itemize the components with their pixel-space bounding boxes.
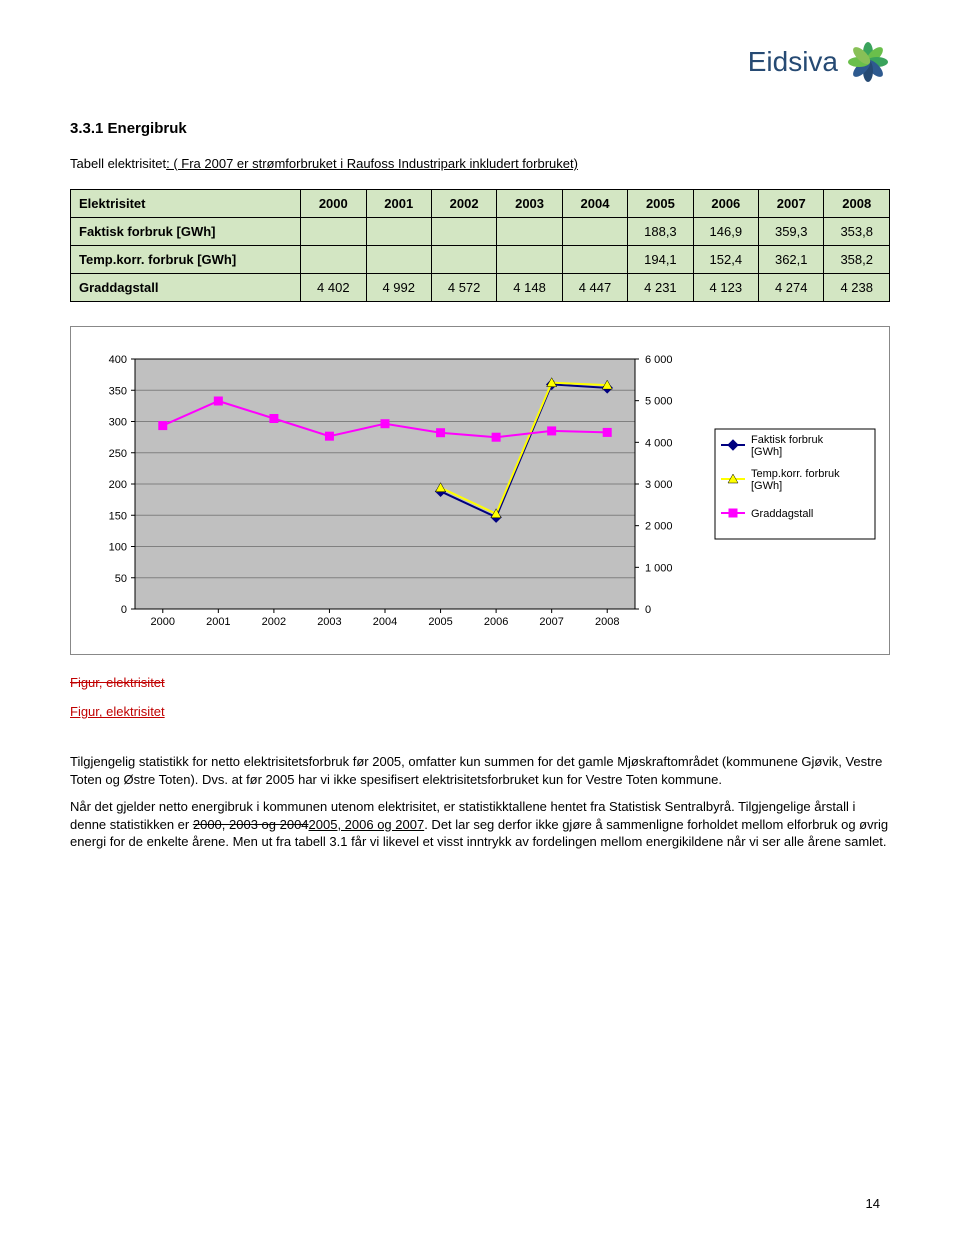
col-header-year: 2006 [693,190,758,218]
table-cell [366,218,431,246]
svg-text:300: 300 [109,417,127,429]
table-cell: 4 402 [301,274,366,302]
paragraph-1: Tilgjengelig statistikk for netto elektr… [70,753,890,788]
brand-flower-icon [846,40,890,84]
svg-text:2005: 2005 [428,616,452,628]
figure-caption-deleted: Figur, elektrisitet [70,675,890,690]
table-cell [431,218,496,246]
brand-text: Eidsiva [748,46,838,78]
col-header-year: 2007 [759,190,824,218]
table-cell: 188,3 [628,218,693,246]
figure-caption-inserted: Figur, elektrisitet [70,704,890,719]
svg-text:100: 100 [109,542,127,554]
table-cell [562,218,627,246]
chart-container: 0 50 100 150 200 250 300 350 400 0 1 000 2 000 3 000… [70,326,890,655]
svg-text:3 000: 3 000 [645,479,673,491]
table-cell: 4 992 [366,274,431,302]
svg-text:50: 50 [115,573,127,585]
svg-text:1 000: 1 000 [645,563,673,575]
table-caption: Tabell elektrisitet: ( Fra 2007 er strøm… [70,155,890,173]
table-cell: 353,8 [824,218,890,246]
table-cell: 4 572 [431,274,496,302]
svg-text:2006: 2006 [484,616,508,628]
svg-text:2 000: 2 000 [645,521,673,533]
table-cell [497,246,562,274]
col-header-year: 2000 [301,190,366,218]
col-header-year: 2003 [497,190,562,218]
table-cell [301,246,366,274]
svg-text:[GWh]: [GWh] [751,480,782,492]
energy-chart: 0 50 100 150 200 250 300 350 400 0 1 000 2 000 3 000… [75,339,895,639]
col-header-year: 2001 [366,190,431,218]
table-cell: 362,1 [759,246,824,274]
electricity-table: Elektrisitet2000200120022003200420052006… [70,189,890,302]
svg-text:2008: 2008 [595,616,619,628]
table-cell: 4 238 [824,274,890,302]
svg-text:350: 350 [109,385,127,397]
svg-text:2003: 2003 [317,616,341,628]
col-header-year: 2005 [628,190,693,218]
svg-text:6 000: 6 000 [645,354,673,366]
section-heading: 3.3.1 Energibruk [70,120,890,137]
table-cell: 4 231 [628,274,693,302]
svg-text:200: 200 [109,479,127,491]
caption-insert: : ( Fra 2007 er strømforbruket i Raufoss… [166,156,578,171]
svg-text:5 000: 5 000 [645,396,673,408]
table-cell [562,246,627,274]
svg-text:2002: 2002 [262,616,286,628]
caption-lead: Tabell elektrisitet [70,156,166,171]
table-cell: 194,1 [628,246,693,274]
svg-text:150: 150 [109,510,127,522]
row-label: Temp.korr. forbruk [GWh] [71,246,301,274]
table-cell: 4 123 [693,274,758,302]
table-cell: 359,3 [759,218,824,246]
table-cell: 4 274 [759,274,824,302]
svg-text:0: 0 [645,604,651,616]
table-cell [431,246,496,274]
svg-text:4 000: 4 000 [645,438,673,450]
col-header-label: Elektrisitet [71,190,301,218]
table-cell: 146,9 [693,218,758,246]
col-header-year: 2002 [431,190,496,218]
table-cell [366,246,431,274]
svg-text:2004: 2004 [373,616,397,628]
svg-text:[GWh]: [GWh] [751,446,782,458]
col-header-year: 2008 [824,190,890,218]
table-cell: 4 148 [497,274,562,302]
table-cell: 4 447 [562,274,627,302]
svg-text:2007: 2007 [539,616,563,628]
svg-text:Graddagstall: Graddagstall [751,508,813,520]
table-cell [301,218,366,246]
svg-text:Faktisk forbruk: Faktisk forbruk [751,434,824,446]
svg-text:Temp.korr. forbruk: Temp.korr. forbruk [751,468,840,480]
table-cell: 152,4 [693,246,758,274]
table-cell: 358,2 [824,246,890,274]
svg-text:250: 250 [109,448,127,460]
table-cell [497,218,562,246]
body-text: Tilgjengelig statistikk for netto elektr… [70,753,890,851]
page-number: 14 [866,1196,880,1211]
row-label: Graddagstall [71,274,301,302]
brand-logo: Eidsiva [748,40,890,84]
col-header-year: 2004 [562,190,627,218]
row-label: Faktisk forbruk [GWh] [71,218,301,246]
paragraph-2: Når det gjelder netto energibruk i kommu… [70,798,890,851]
svg-text:400: 400 [109,354,127,366]
svg-text:2000: 2000 [151,616,175,628]
svg-text:0: 0 [121,604,127,616]
svg-text:2001: 2001 [206,616,230,628]
